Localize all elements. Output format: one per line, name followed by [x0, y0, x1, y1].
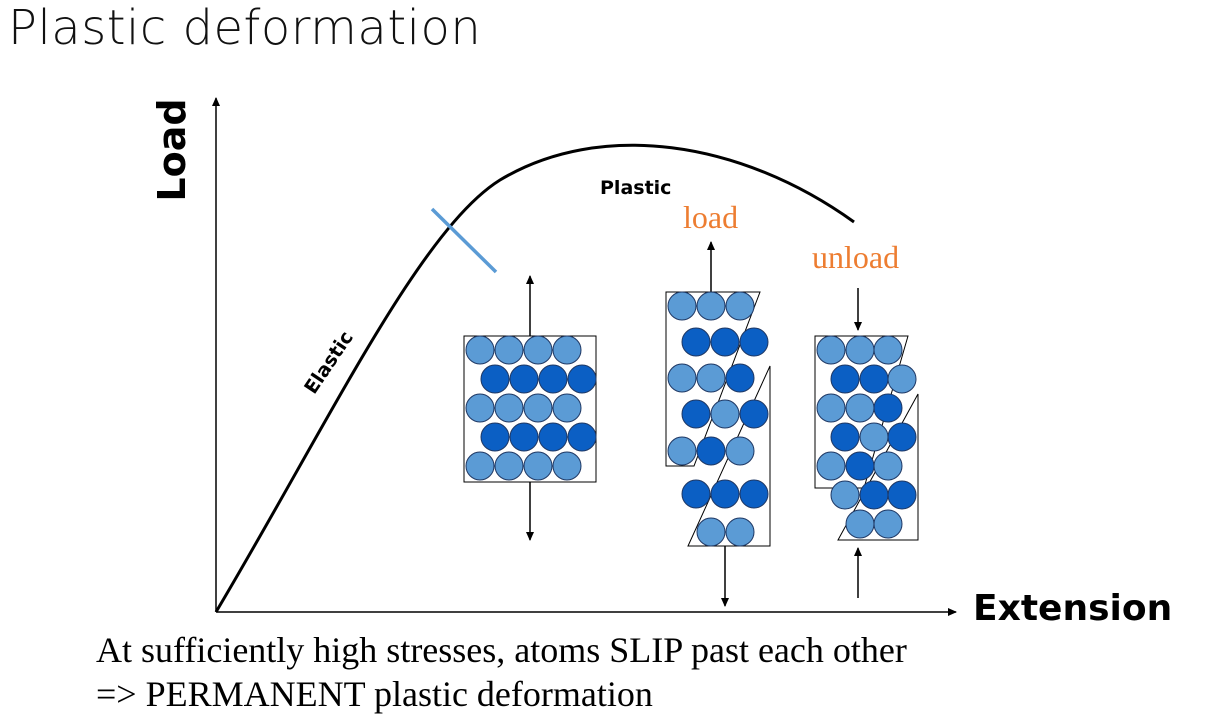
atom	[710, 327, 740, 357]
atom	[509, 364, 539, 394]
atom	[845, 393, 875, 423]
plastic-label: Plastic	[600, 177, 671, 199]
atom	[845, 509, 875, 539]
atom	[887, 364, 917, 394]
atom	[696, 291, 726, 321]
atom	[667, 291, 697, 321]
atom	[480, 364, 510, 394]
y-axis-label: Load	[150, 98, 194, 201]
slide-title: Plastic deformation	[8, 0, 482, 56]
atom	[873, 509, 903, 539]
unload-label: unload	[812, 239, 899, 275]
load-label: load	[683, 199, 738, 235]
atom	[816, 451, 846, 481]
atom	[725, 363, 755, 393]
atom	[494, 393, 524, 423]
atom	[552, 451, 582, 481]
atom	[873, 335, 903, 365]
atom	[567, 422, 597, 452]
atom	[725, 517, 755, 547]
atom	[859, 364, 889, 394]
atom	[465, 393, 495, 423]
x-axis-label: Extension	[973, 588, 1172, 629]
atom	[873, 451, 903, 481]
atom	[696, 363, 726, 393]
atom	[538, 422, 568, 452]
block-loaded-slipped	[665, 241, 771, 607]
atom	[816, 393, 846, 423]
atom	[710, 479, 740, 509]
atom	[739, 327, 769, 357]
atom	[667, 436, 697, 466]
caption-line-1: At sufficiently high stresses, atoms SLI…	[96, 630, 907, 670]
atom	[494, 451, 524, 481]
atom	[739, 479, 769, 509]
atom	[480, 422, 510, 452]
atom-lattice-slipped	[667, 291, 769, 547]
atom	[681, 399, 711, 429]
atom	[567, 364, 597, 394]
atom	[816, 335, 846, 365]
atom	[552, 393, 582, 423]
atom	[873, 393, 903, 423]
elastic-label: Elastic	[300, 327, 358, 398]
atom	[859, 480, 889, 510]
atom	[465, 335, 495, 365]
yield-point-marker	[430, 207, 498, 274]
atom	[667, 363, 697, 393]
atom	[887, 422, 917, 452]
caption-line-2: => PERMANENT plastic deformation	[96, 674, 653, 714]
atom	[725, 436, 755, 466]
atom	[681, 479, 711, 509]
atom	[830, 364, 860, 394]
atom	[465, 451, 495, 481]
atom	[681, 327, 711, 357]
atom	[710, 399, 740, 429]
atom	[830, 480, 860, 510]
atom-lattice	[465, 335, 597, 481]
atom	[845, 335, 875, 365]
atom	[887, 480, 917, 510]
atom	[494, 335, 524, 365]
block-undeformed	[463, 275, 597, 541]
atom	[830, 422, 860, 452]
atom-lattice-deformed	[816, 335, 917, 539]
atom	[739, 399, 769, 429]
atom	[509, 422, 539, 452]
atom	[523, 451, 553, 481]
atom	[845, 451, 875, 481]
atom	[859, 422, 889, 452]
load-extension-curve	[214, 143, 855, 613]
atom	[696, 436, 726, 466]
atom	[538, 364, 568, 394]
atom	[523, 335, 553, 365]
atom	[696, 517, 726, 547]
block-unloaded-deformed	[814, 288, 919, 598]
atom	[552, 335, 582, 365]
atom	[725, 291, 755, 321]
atom	[523, 393, 553, 423]
